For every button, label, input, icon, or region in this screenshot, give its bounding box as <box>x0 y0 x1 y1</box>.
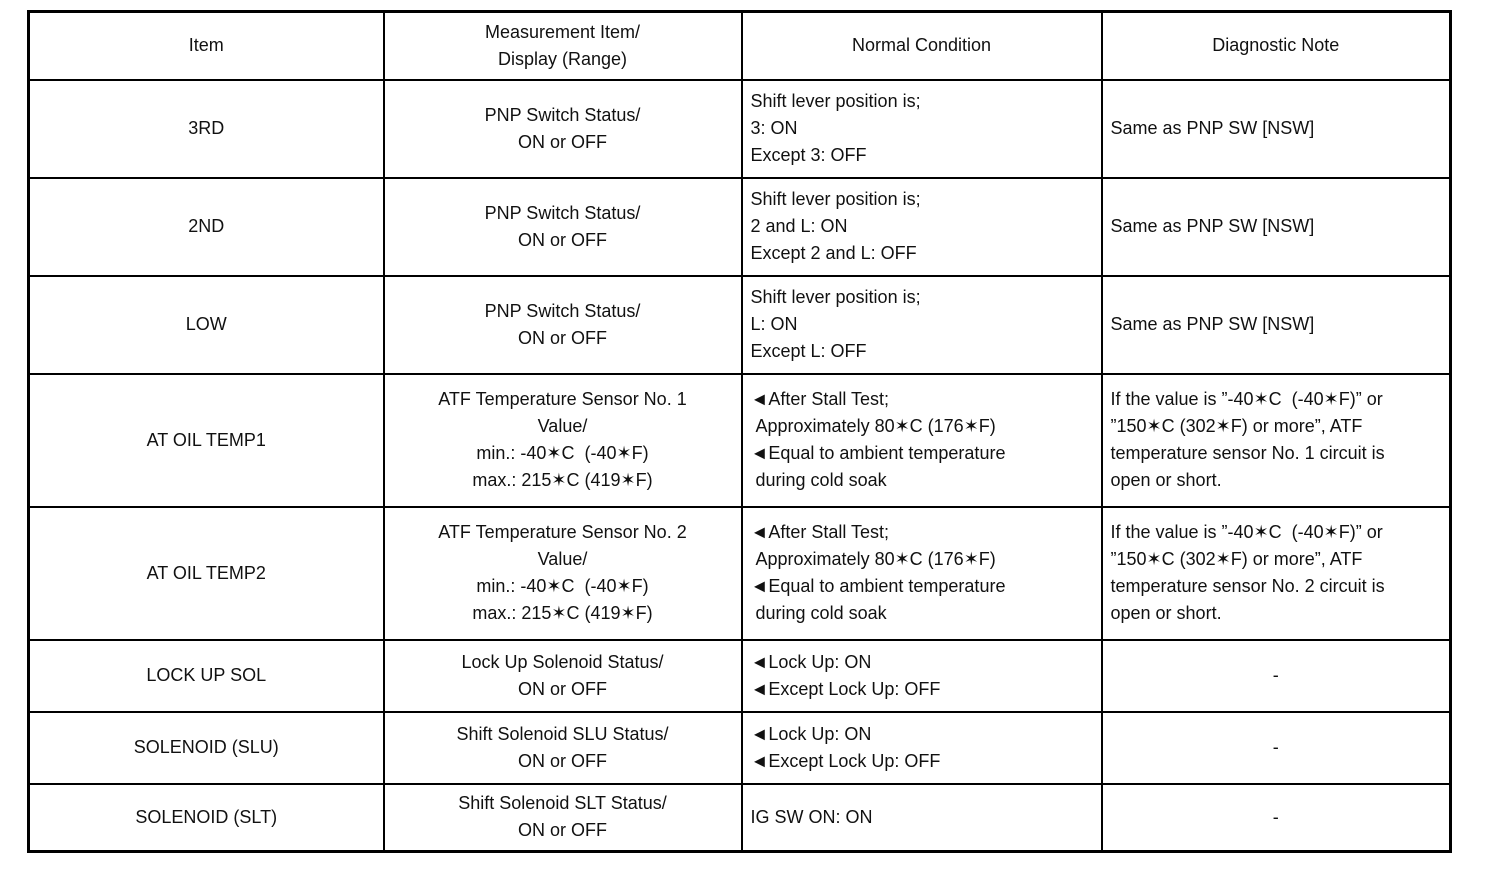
measurement-cell: PNP Switch Status/ ON or OFF <box>382 78 743 179</box>
table-row: 3RD PNP Switch Status/ ON or OFF Shift l… <box>27 78 1452 179</box>
table-row: 2ND PNP Switch Status/ ON or OFF Shift l… <box>27 176 1452 277</box>
diagnostic-note-cell: Same as PNP SW [NSW] <box>1100 176 1452 277</box>
table-row: AT OIL TEMP1 ATF Temperature Sensor No. … <box>27 372 1452 508</box>
table-row: SOLENOID (SLU) Shift Solenoid SLU Status… <box>27 710 1452 785</box>
item-cell: LOW <box>27 274 385 375</box>
diagnostic-note-cell: - <box>1100 710 1452 785</box>
diagnostic-note-cell: Same as PNP SW [NSW] <box>1100 78 1452 179</box>
item-cell: 3RD <box>27 78 385 179</box>
table-row: LOW PNP Switch Status/ ON or OFF Shift l… <box>27 274 1452 375</box>
normal-condition-cell: IG SW ON: ON <box>740 782 1103 853</box>
diagnostic-data-table: Item Measurement Item/ Display (Range) N… <box>27 10 1452 853</box>
measurement-cell: Shift Solenoid SLU Status/ ON or OFF <box>382 710 743 785</box>
measurement-cell: ATF Temperature Sensor No. 1 Value/ min.… <box>382 372 743 508</box>
measurement-cell: PNP Switch Status/ ON or OFF <box>382 274 743 375</box>
measurement-cell: ATF Temperature Sensor No. 2 Value/ min.… <box>382 505 743 641</box>
table-row: SOLENOID (SLT) Shift Solenoid SLT Status… <box>27 782 1452 853</box>
header-measurement: Measurement Item/ Display (Range) <box>382 10 743 81</box>
item-cell: AT OIL TEMP2 <box>27 505 385 641</box>
normal-condition-cell: Shift lever position is; 2 and L: ON Exc… <box>740 176 1103 277</box>
normal-condition-cell: ◄Lock Up: ON ◄Except Lock Up: OFF <box>740 710 1103 785</box>
diagnostic-note-cell: - <box>1100 638 1452 713</box>
diagnostic-note-cell: - <box>1100 782 1452 853</box>
item-cell: AT OIL TEMP1 <box>27 372 385 508</box>
diagnostic-note-cell: If the value is ”-40✶C (-40✶F)” or ”150✶… <box>1100 372 1452 508</box>
measurement-cell: Shift Solenoid SLT Status/ ON or OFF <box>382 782 743 853</box>
measurement-cell: Lock Up Solenoid Status/ ON or OFF <box>382 638 743 713</box>
diagnostic-note-cell: Same as PNP SW [NSW] <box>1100 274 1452 375</box>
header-diagnostic-note: Diagnostic Note <box>1100 10 1452 81</box>
normal-condition-cell: ◄After Stall Test; Approximately 80✶C (1… <box>740 505 1103 641</box>
diagnostic-note-cell: If the value is ”-40✶C (-40✶F)” or ”150✶… <box>1100 505 1452 641</box>
normal-condition-cell: Shift lever position is; L: ON Except L:… <box>740 274 1103 375</box>
normal-condition-cell: ◄After Stall Test; Approximately 80✶C (1… <box>740 372 1103 508</box>
item-cell: 2ND <box>27 176 385 277</box>
normal-condition-cell: ◄Lock Up: ON ◄Except Lock Up: OFF <box>740 638 1103 713</box>
table-row: LOCK UP SOL Lock Up Solenoid Status/ ON … <box>27 638 1452 713</box>
header-row: Item Measurement Item/ Display (Range) N… <box>27 10 1452 81</box>
measurement-cell: PNP Switch Status/ ON or OFF <box>382 176 743 277</box>
header-item: Item <box>27 10 385 81</box>
item-cell: SOLENOID (SLT) <box>27 782 385 853</box>
table-container: Item Measurement Item/ Display (Range) N… <box>27 10 1452 853</box>
normal-condition-cell: Shift lever position is; 3: ON Except 3:… <box>740 78 1103 179</box>
header-normal-condition: Normal Condition <box>740 10 1103 81</box>
item-cell: LOCK UP SOL <box>27 638 385 713</box>
item-cell: SOLENOID (SLU) <box>27 710 385 785</box>
table-row: AT OIL TEMP2 ATF Temperature Sensor No. … <box>27 505 1452 641</box>
